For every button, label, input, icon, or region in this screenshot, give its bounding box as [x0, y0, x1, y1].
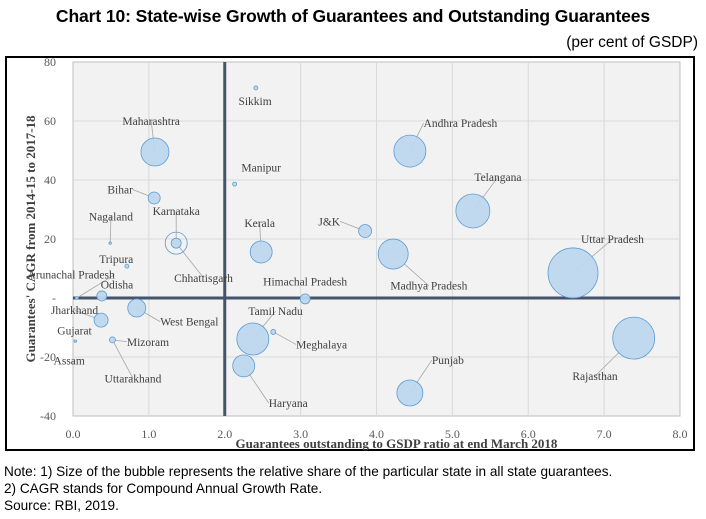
bubble-jharkhand — [93, 312, 109, 328]
bubble-gujarat — [73, 339, 77, 343]
x-axis-label: Guarantees outstanding to GSDP ratio at … — [236, 436, 558, 451]
label-madhya-pradesh: Madhya Pradesh — [390, 281, 467, 293]
label-uttarakhand: Uttarakhand — [105, 373, 162, 385]
label-gujarat: Gujarat — [57, 326, 92, 338]
bubble-sikkim — [253, 85, 259, 91]
y-tick-label: 60 — [44, 114, 56, 128]
leader-line-uttarakhand — [112, 339, 134, 379]
label-haryana: Haryana — [269, 398, 308, 410]
reference-lines — [73, 62, 680, 416]
label-bihar: Bihar — [107, 185, 133, 197]
bubble-telangana — [455, 193, 491, 229]
chart-unit-label: (per cent of GSDP) — [566, 34, 698, 51]
label-andhra-pradesh: Andhra Pradesh — [424, 118, 498, 130]
label-himachal-pradesh: Himachal Pradesh — [263, 277, 347, 289]
bubble-j-k — [358, 224, 373, 238]
bubble-kerala — [249, 240, 273, 264]
bubble-uttar-pradesh — [547, 247, 599, 299]
label-kerala: Kerala — [244, 218, 275, 230]
chart-title: Chart 10: State-wise Growth of Guarantee… — [55, 6, 651, 26]
x-axis-ticks: 0.0 1.0 2.0 3.0 4.0 5.0 6.0 7.0 8.0 — [66, 427, 688, 441]
bubble-tamil-nadu — [236, 322, 270, 356]
bubble-arunachal-pradesh — [74, 296, 79, 300]
label-manipur: Manipur — [241, 163, 281, 175]
y-tick-label: -40 — [40, 409, 56, 423]
label-tripura: Tripura — [99, 254, 133, 266]
bubble-punjab — [396, 379, 424, 407]
leader-line-arunachal-pradesh — [76, 274, 115, 299]
bubble-tripura — [124, 263, 130, 269]
bubble-himachal-pradesh — [299, 293, 311, 305]
y-tick-label: 20 — [44, 232, 56, 246]
y-tick-label: 80 — [44, 55, 56, 69]
bubble-manipur — [232, 181, 238, 187]
leader-line-nagaland — [109, 216, 112, 244]
label-telangana: Telangana — [474, 172, 521, 184]
label-assam: Assam — [54, 355, 85, 367]
y-tick-label: 40 — [44, 173, 56, 187]
y-axis-ticks: 80 60 40 20 - -20 -40 — [40, 55, 56, 423]
bubble-west-bengal — [127, 298, 147, 318]
note-cagr: 2) CAGR stands for Compound Annual Growt… — [4, 481, 323, 496]
chart-notes: Note: 1) Size of the bubble represents t… — [4, 463, 612, 514]
bubble-meghalaya — [270, 329, 277, 335]
bubble-madhya-pradesh — [377, 238, 409, 270]
label-karnataka: Karnataka — [153, 206, 200, 218]
label-uttar-pradesh: Uttar Pradesh — [581, 234, 644, 246]
label-tamil-nadu: Tamil Nadu — [248, 306, 303, 318]
label-rajasthan: Rajasthan — [572, 371, 618, 383]
bubble-andhra-pradesh — [393, 134, 427, 168]
label-nagaland: Nagaland — [89, 211, 133, 223]
note-source: Source: RBI, 2019. — [4, 498, 119, 513]
y-tick-label: -20 — [40, 350, 56, 364]
bubble-nagaland — [108, 241, 112, 245]
x-tick-label: 1.0 — [141, 427, 156, 441]
x-tick-label: 8.0 — [673, 427, 688, 441]
bubble-chhattisgarh — [170, 237, 182, 249]
bubbles — [73, 85, 656, 407]
y-axis-label: Guarantees' CAGR from 2014-15 to 2017-18 — [23, 115, 38, 363]
label-chhattisgarh: Chhattisgarh — [174, 273, 233, 285]
bubble-karnataka — [164, 231, 188, 255]
x-tick-label: 3.0 — [293, 427, 308, 441]
label-odisha: Odisha — [101, 280, 134, 292]
label-meghalaya: Meghalaya — [296, 339, 347, 351]
label-arunachal-pradesh: Arunachal Pradesh — [28, 270, 115, 282]
bubble-mizoram — [109, 336, 116, 344]
label-j-k: J&K — [318, 216, 340, 228]
x-tick-label: 7.0 — [597, 427, 612, 441]
note-bubble-size: Note: 1) Size of the bubble represents t… — [4, 464, 613, 479]
x-tick-label: 0.0 — [66, 427, 81, 441]
bubble-labels: Sikkim Maharashtra Manipur Andhra Pradesh Bi… — [28, 96, 645, 410]
bubble-rajasthan — [612, 316, 656, 360]
label-maharashtra: Maharashtra — [122, 116, 179, 128]
x-tick-label: 4.0 — [369, 427, 384, 441]
x-tick-label: 2.0 — [217, 427, 232, 441]
y-tick-label: - — [52, 291, 56, 305]
bubble-maharashtra — [140, 137, 170, 167]
bubble-odisha — [96, 290, 108, 302]
leader-line-meghalaya — [273, 331, 297, 345]
bubble-haryana — [232, 354, 256, 378]
bubble-bihar — [147, 191, 161, 205]
label-punjab: Punjab — [432, 355, 464, 367]
label-west-bengal: West Bengal — [160, 317, 218, 329]
x-tick-label: 5.0 — [445, 427, 460, 441]
label-sikkim: Sikkim — [238, 96, 271, 108]
label-jharkhand: Jharkhand — [51, 305, 99, 317]
label-mizoram: Mizoram — [127, 337, 169, 349]
leader-line-chhattisgarh — [175, 242, 204, 279]
x-tick-label: 6.0 — [521, 427, 536, 441]
